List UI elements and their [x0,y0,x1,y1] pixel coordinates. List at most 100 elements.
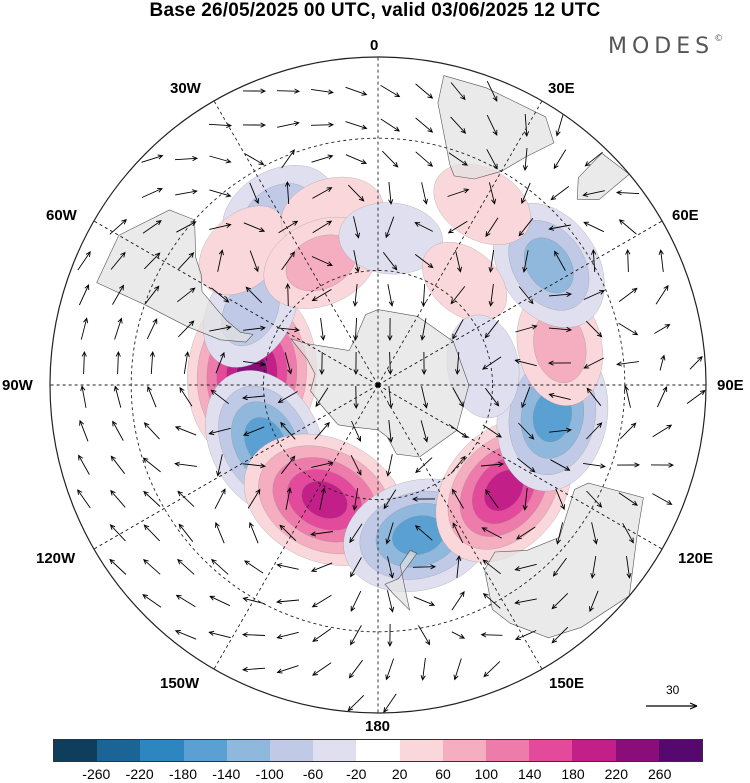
wind-vector [523,113,530,138]
wind-vector [112,284,125,305]
wind-vector [455,250,463,273]
wind-vector [110,489,126,508]
wind-vector [276,88,301,94]
wind-vector [414,254,434,269]
wind-vector [77,251,91,271]
meridian [378,217,668,386]
wind-vector [242,122,267,128]
wind-vector [350,557,362,578]
wind-vector [142,220,162,234]
wind-vector [517,457,536,473]
wind-vector [548,224,571,231]
colorbar-tick-label: -220 [125,766,154,782]
wind-vector [277,121,300,128]
wind-vector [149,350,156,375]
colorbar-swatch [270,740,314,761]
wind-vector [210,389,229,405]
colorbar-swatch [399,740,443,761]
lon-label-120w: 120W [36,550,76,567]
wind-vector [216,454,223,477]
wind-vector [285,487,292,510]
wind-vector [652,424,673,438]
wind-vector [380,85,401,98]
wind-vector [615,190,640,196]
wind-vector [618,492,638,506]
wind-vector [386,590,395,613]
south-pole-marker [375,382,381,388]
wind-vector [484,320,500,339]
wind-vector [350,625,362,646]
wind-vector [310,531,333,537]
wind-vector [241,395,266,401]
wind-vector [249,182,259,205]
colorbar-tick-label: -140 [212,766,241,782]
lon-label-150w: 150W [160,675,200,692]
wind-vector [243,222,266,232]
wind-vector [347,694,365,712]
wind-vector [241,666,266,673]
map-title: Base 26/05/2025 00 UTC, valid 03/06/2025… [149,0,601,21]
wind-vector [78,454,90,475]
wind-vector [174,630,197,640]
wind-vector [209,189,232,198]
wind-vector [555,114,564,137]
wind-vector [521,182,531,205]
wind-vector [141,187,163,198]
wind-vector [486,80,498,102]
wind-vector [551,592,569,610]
wind-vector [453,658,462,681]
wind-vector [278,220,299,234]
wind-vector [518,286,534,305]
wind-vector [583,357,605,369]
wind-vector [522,488,528,511]
brand-name: MODES [608,34,715,59]
parallel [130,137,626,633]
wind-vector [452,319,464,340]
wind-vector [482,559,501,575]
wind-vector [548,291,573,297]
wind-vector [249,521,259,544]
wind-vector [658,249,664,272]
wind-vector [348,659,363,679]
wind-vector [454,351,461,376]
wind-vector [353,385,359,410]
wind-vector [415,151,434,167]
wind-vector [143,490,161,507]
colorbar-swatch [54,740,98,761]
colorbar-tick-label: -180 [168,766,198,782]
wind-vector [285,282,291,307]
wind-vector [279,524,297,542]
wind-vector [209,325,232,332]
colorbar-swatch [615,740,659,761]
wind-vector [488,182,497,205]
wind-vector [486,114,498,136]
wind-vector [247,488,261,509]
wind-vector [351,420,362,442]
wind-vector [80,385,87,408]
wind-vector [625,248,631,273]
wind-vector [414,525,433,541]
wind-vector [656,386,668,408]
wind-vector [315,387,329,408]
wind-vector [353,250,360,273]
wind-vector [590,556,597,579]
wind-vector [552,557,567,577]
colorbar [53,739,703,762]
wind-vector [412,564,437,570]
wind-vector [618,322,639,336]
meridian [210,95,379,385]
meridian [377,95,546,385]
wind-vector [311,289,332,302]
wind-vector [280,455,296,474]
wind-vector [113,385,122,408]
wind-vector [174,155,199,162]
wind-vector [582,190,605,197]
wind-vector [485,489,499,509]
wind-vector [314,421,330,440]
wind-vector [521,386,531,409]
wind-vector [242,596,265,605]
wind-vector [488,250,495,273]
wind-vector [652,493,673,505]
colorbar-swatch [442,740,487,761]
wind-vector [319,351,325,376]
